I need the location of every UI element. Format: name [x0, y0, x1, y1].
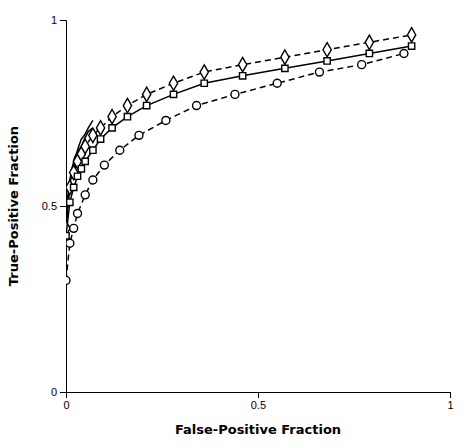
x-axis-title: False-Positive Fraction [175, 422, 341, 437]
y-axis: 00.51 [42, 14, 67, 398]
point [90, 147, 96, 153]
marks [66, 28, 416, 285]
point [89, 128, 97, 142]
point [315, 68, 323, 76]
series-markers [66, 49, 408, 284]
x-axis: 00.51 [63, 392, 453, 411]
point [66, 239, 74, 247]
y-tick-mark [60, 20, 66, 21]
point [116, 146, 124, 154]
point [366, 50, 372, 56]
x-tick-mark [450, 392, 451, 398]
y-tick: 1 [51, 14, 66, 26]
point [273, 79, 281, 87]
point [231, 90, 239, 98]
point [108, 110, 116, 124]
y-tick: 0.5 [42, 200, 66, 212]
point [97, 136, 103, 142]
point [96, 121, 104, 135]
point [135, 131, 143, 139]
point [82, 158, 88, 164]
x-tick-label: 0.5 [251, 399, 266, 411]
point [200, 65, 208, 79]
point [81, 139, 89, 153]
point [201, 80, 207, 86]
point [324, 58, 330, 64]
point [358, 61, 366, 69]
point [123, 98, 131, 112]
point [89, 176, 97, 184]
y-tick-mark [60, 206, 66, 207]
y-tick: 0 [51, 386, 66, 398]
point [400, 49, 408, 57]
point [281, 50, 289, 64]
chart: 00.5100.51False-Positive FractionTrue-Po… [0, 0, 474, 448]
point [124, 114, 130, 120]
x-tick-mark [258, 392, 259, 398]
point [239, 73, 245, 79]
point [74, 173, 80, 179]
x-tick: 0 [63, 392, 69, 411]
point [100, 161, 108, 169]
point [142, 87, 150, 101]
x-tick-label: 1 [447, 399, 453, 411]
point [162, 116, 170, 124]
x-tick-label: 0 [63, 399, 69, 411]
y-tick-mark [60, 392, 66, 393]
point [81, 191, 89, 199]
point [169, 76, 177, 90]
series-line [66, 46, 412, 236]
y-axis-line [60, 21, 67, 393]
series-line [66, 35, 412, 228]
point [193, 102, 201, 110]
x-tick: 1 [447, 392, 453, 411]
point [365, 35, 373, 49]
point [109, 125, 115, 131]
point [407, 28, 415, 42]
point [408, 43, 414, 49]
point [66, 276, 70, 284]
series-markers [66, 43, 415, 239]
point [238, 57, 246, 71]
point [71, 184, 77, 190]
series-markers [66, 28, 416, 236]
y-axis-title: True-Positive Fraction [6, 126, 21, 286]
point [143, 102, 149, 108]
plot: 00.5100.51 [42, 14, 454, 411]
point [74, 209, 82, 217]
series-line [66, 53, 404, 280]
x-axis-line [67, 393, 451, 399]
y-tick-label: 0 [51, 386, 57, 398]
x-tick: 0.5 [251, 392, 266, 411]
y-tick-label: 0.5 [42, 200, 57, 212]
point [170, 91, 176, 97]
y-tick-label: 1 [51, 14, 57, 26]
point [282, 65, 288, 71]
point [67, 199, 73, 205]
point [66, 233, 69, 239]
point [323, 43, 331, 57]
point [70, 224, 78, 232]
point [78, 166, 84, 172]
